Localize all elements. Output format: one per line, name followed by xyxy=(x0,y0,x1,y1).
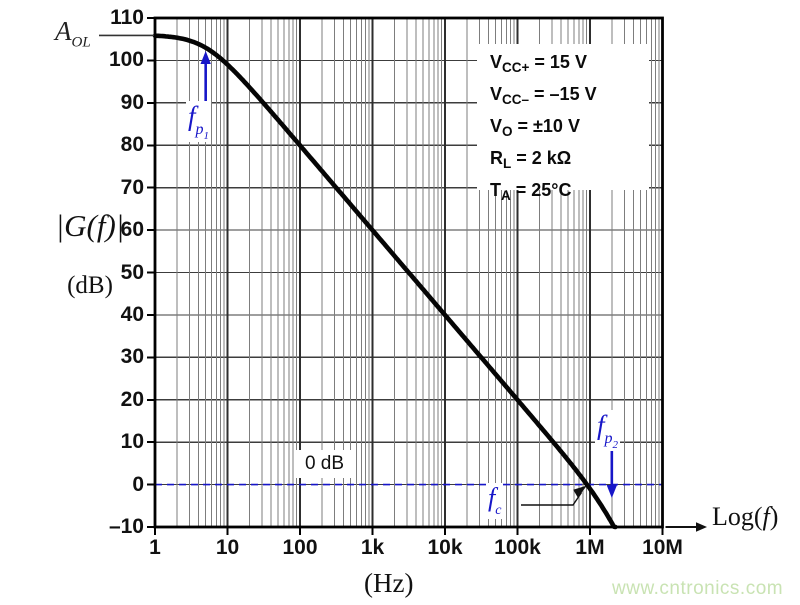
y-tick-label: 90 xyxy=(120,90,144,114)
condition-line: VCC+ = 15 V xyxy=(490,49,649,81)
log-f-pre: Log( xyxy=(712,502,763,531)
y-tick-label: 10 xyxy=(120,430,144,454)
x-tick-label: 10k xyxy=(427,536,463,559)
condition-value: = 25°C xyxy=(510,180,572,200)
condition-symbol: V xyxy=(490,52,503,72)
x-axis-unit: (Hz) xyxy=(364,568,414,598)
aol-label: AOL xyxy=(55,16,91,51)
x-tick-label: 10M xyxy=(642,536,683,559)
condition-value: = –15 V xyxy=(529,84,597,104)
x-tick-label: 1M xyxy=(575,536,605,559)
fp1-arrowhead xyxy=(200,51,211,64)
condition-subscript: L xyxy=(503,156,512,171)
x-tick-label: 10 xyxy=(215,536,240,559)
watermark: www.cntronics.com xyxy=(612,578,784,599)
y-tick-label: 30 xyxy=(120,345,144,369)
condition-symbol: V xyxy=(490,116,503,136)
y-tick-label: 110 xyxy=(110,6,144,29)
x-axis-arrowhead xyxy=(696,522,707,532)
fp2-symbol: f xyxy=(597,410,605,440)
log-f-post: ) xyxy=(769,502,779,531)
y-tick-label: 80 xyxy=(120,133,144,157)
fp1-subsubscript: 1 xyxy=(203,130,210,142)
aol-subscript: OL xyxy=(71,34,91,51)
fp1-label: fp1 xyxy=(186,101,212,142)
condition-line: TA = 25°C xyxy=(490,177,649,209)
y-tick-label: 20 xyxy=(120,387,144,411)
y-tick-label: 70 xyxy=(120,175,144,199)
zero-db-label: 0 dB xyxy=(296,450,353,478)
y-tick-label: 60 xyxy=(120,218,144,242)
y-tick-label: 50 xyxy=(120,260,144,284)
x-tick-label: 100 xyxy=(282,536,318,559)
log-f-label: Log(f) xyxy=(712,502,778,532)
y-axis-title: |G(f)| xyxy=(55,208,125,243)
gain-curve xyxy=(152,33,618,530)
condition-value: = 2 kΩ xyxy=(511,148,572,168)
fp2-subscript: p xyxy=(604,430,613,447)
x-tick-label: 100k xyxy=(494,536,541,559)
condition-symbol: R xyxy=(490,148,503,168)
conditions-box: VCC+ = 15 V VCC– = –15 V VO = ±10 V RL = 2 … xyxy=(477,44,649,203)
y-tick-label: 100 xyxy=(108,48,144,72)
fc-arrowhead xyxy=(573,485,587,498)
x-tick-label: 1 xyxy=(149,536,161,559)
y-axis-unit: (dB) xyxy=(67,272,113,299)
condition-subscript: CC+ xyxy=(502,60,530,75)
fp2-subsubscript: 2 xyxy=(612,439,619,451)
condition-subscript: A xyxy=(501,188,511,203)
fp1-symbol: f xyxy=(188,101,196,131)
fc-label: fc xyxy=(486,483,504,519)
fc-leader-line xyxy=(521,492,583,506)
y-tick-label: 0 xyxy=(132,472,144,496)
y-tick-label: –10 xyxy=(108,515,144,538)
condition-value: = 15 V xyxy=(529,52,587,72)
fp2-arrowhead xyxy=(606,485,618,498)
y-tick-label: 40 xyxy=(120,302,144,326)
condition-symbol: V xyxy=(490,84,503,104)
log-f-var: f xyxy=(762,502,770,531)
aol-symbol: A xyxy=(55,16,72,46)
x-tick-label: 1k xyxy=(360,536,385,559)
condition-subscript: O xyxy=(502,124,513,139)
condition-symbol: T xyxy=(490,180,501,200)
condition-value: = ±10 V xyxy=(512,116,580,136)
fp2-label: fp2 xyxy=(595,410,621,451)
condition-line: VO = ±10 V xyxy=(490,113,649,145)
fc-symbol: f xyxy=(488,483,496,512)
fp1-subscript: p xyxy=(195,121,204,138)
condition-line: RL = 2 kΩ xyxy=(490,145,649,177)
condition-subscript: CC– xyxy=(502,92,530,107)
condition-line: VCC– = –15 V xyxy=(490,81,649,113)
fc-subscript: c xyxy=(495,503,502,518)
